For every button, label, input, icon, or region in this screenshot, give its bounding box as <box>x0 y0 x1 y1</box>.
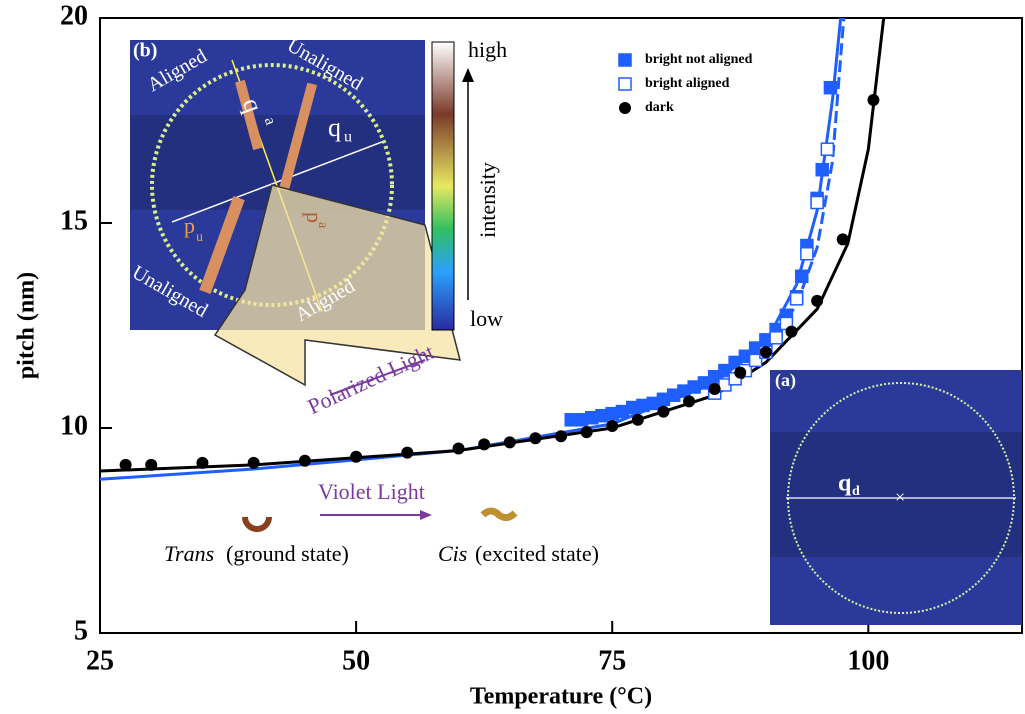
annotation: high <box>468 37 507 62</box>
point <box>837 233 849 245</box>
point <box>453 443 465 455</box>
legend-marker <box>619 54 631 66</box>
intensity-arrowhead <box>462 68 474 82</box>
point <box>555 430 567 442</box>
trans-icon <box>245 517 269 529</box>
point <box>632 414 644 426</box>
y-tick-label: 5 <box>74 615 88 646</box>
annotation: u <box>196 230 203 245</box>
x-tick-label: 50 <box>342 645 370 676</box>
legend-label: bright not aligned <box>645 52 753 67</box>
point <box>529 432 541 444</box>
point <box>657 406 669 418</box>
point <box>821 143 833 155</box>
annotation: u <box>344 129 352 146</box>
point <box>299 455 311 467</box>
annotation: (a) <box>775 370 796 391</box>
y-tick-label: 20 <box>60 0 88 31</box>
annotation: p <box>184 213 195 238</box>
annotation: Violet Light <box>318 479 425 504</box>
point <box>824 82 836 94</box>
point <box>196 457 208 469</box>
legend-label: bright aligned <box>645 76 730 91</box>
legend-marker <box>619 102 631 114</box>
chart: 25 50 75 100 5 10 15 20 Temperature (°C) pitch (n… <box>0 0 1025 714</box>
x-tick-label: 75 <box>598 645 626 676</box>
point <box>683 395 695 407</box>
violet-arrowhead <box>420 510 432 520</box>
colorbar <box>432 42 454 330</box>
point <box>581 426 593 438</box>
legend-label: dark <box>645 100 674 115</box>
legend: bright not aligned bright aligned dark <box>619 52 753 115</box>
insets <box>130 40 1022 625</box>
point <box>811 295 823 307</box>
point <box>811 197 823 209</box>
point <box>760 346 772 358</box>
annotation: intensity <box>475 162 500 238</box>
annotation: q <box>328 113 341 142</box>
point <box>606 420 618 432</box>
point <box>248 457 260 469</box>
point <box>145 459 157 471</box>
point <box>478 438 490 450</box>
point <box>796 270 808 282</box>
annotation: Polarized Light <box>304 339 438 419</box>
x-tick-label: 25 <box>86 645 114 676</box>
point <box>801 248 813 260</box>
x-axis-label: Temperature (°C) <box>470 684 652 710</box>
point <box>816 164 828 176</box>
point <box>709 383 721 395</box>
y-axis-label: pitch (nm) <box>14 272 40 379</box>
annotation: Cis <box>438 541 467 566</box>
point <box>770 332 782 344</box>
annotation: (excited state) <box>475 541 599 566</box>
annotation: (b) <box>133 40 157 62</box>
point <box>120 459 132 471</box>
annotation: Trans <box>164 541 214 566</box>
annotation: (ground state) <box>226 541 349 566</box>
cross: × <box>895 487 905 507</box>
point <box>401 447 413 459</box>
point <box>734 367 746 379</box>
annotation: a <box>315 222 330 229</box>
x-tick-label: 100 <box>847 645 889 676</box>
point <box>791 293 803 305</box>
point <box>786 326 798 338</box>
y-tick-label: 10 <box>60 410 88 441</box>
legend-marker <box>619 78 631 90</box>
annotation: q <box>838 471 852 497</box>
point <box>350 451 362 463</box>
point <box>867 94 879 106</box>
cis-icon <box>483 511 515 518</box>
point <box>504 436 516 448</box>
annotation: d <box>852 484 860 499</box>
y-tick-label: 15 <box>60 205 88 236</box>
annotation: low <box>470 306 503 331</box>
